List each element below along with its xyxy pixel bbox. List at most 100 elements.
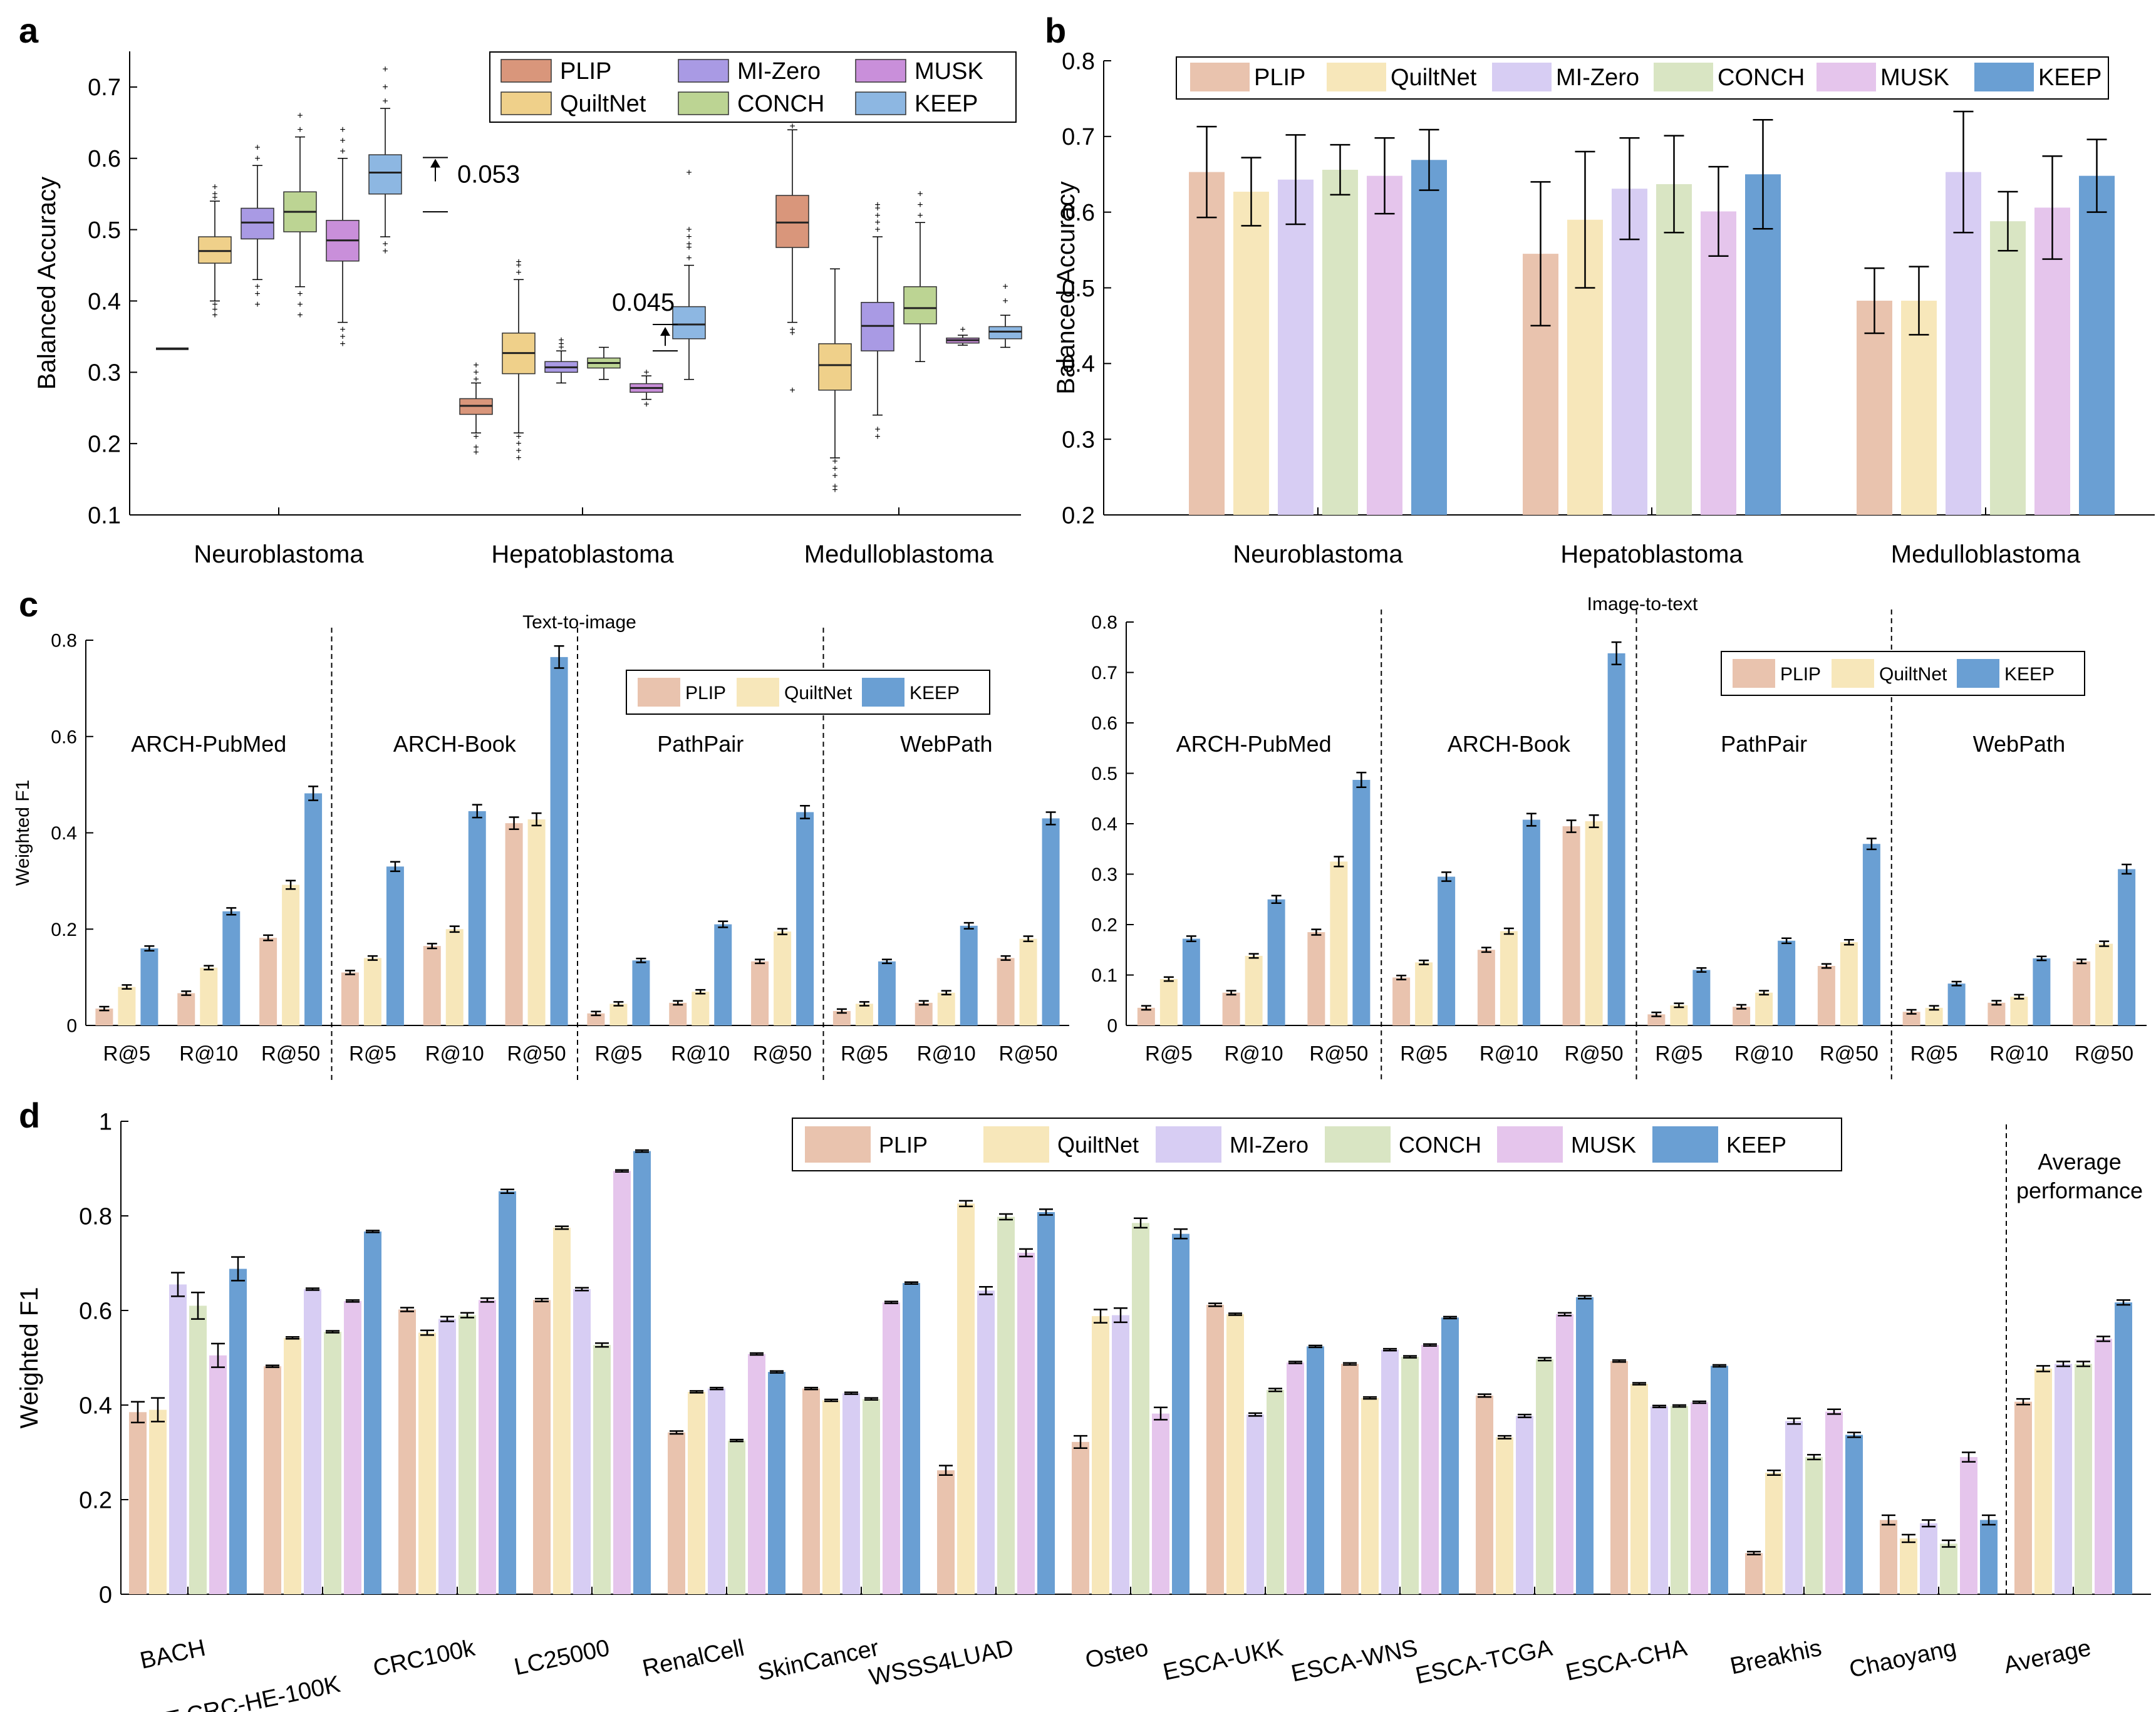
bar-keep-4 (768, 1372, 785, 1594)
x-tick-label-esca-wns: ESCA-WNS (1289, 1635, 1420, 1688)
outlier-point: + (516, 257, 521, 267)
outlier-point: + (473, 442, 479, 453)
bar-quiltnet-arch-book-r-10 (1500, 931, 1518, 1025)
outlier-point: + (473, 447, 479, 458)
outlier-point: + (1002, 282, 1008, 293)
bar-quiltnet-pathpair-r-10 (692, 992, 710, 1025)
bar-keep-webpath-r-10 (960, 925, 978, 1025)
bar-conch-13 (1940, 1543, 1957, 1594)
outlier-point: + (686, 225, 692, 236)
box-quiltnet-neuroblastoma: ++++++ (198, 182, 232, 321)
legend-frame (489, 51, 1017, 123)
group-label-pathpair: PathPair (1721, 731, 1807, 757)
outlier-point: + (254, 143, 260, 153)
outlier-point: + (212, 182, 217, 192)
outlier-point: + (832, 464, 837, 474)
outlier-point: + (254, 289, 260, 299)
legend-label-mi-zero: MI-Zero (1556, 65, 1639, 91)
y-tick-label: 0.6 (1062, 200, 1095, 226)
bar-plip-pathpair-r-50 (751, 961, 769, 1025)
box-iqr (198, 236, 232, 264)
box-quiltnet-medulloblastoma: +++++ (818, 268, 852, 495)
bar-keep-pathpair-r-10 (1778, 940, 1796, 1025)
y-axis-label: Balanced Accuracy (33, 177, 61, 390)
legend-label-keep: KEEP (915, 91, 978, 117)
bar-plip-pathpair-r-50 (1817, 966, 1835, 1025)
x-tick-label-crc100k: CRC100k (371, 1635, 478, 1683)
outlier-point: + (212, 304, 217, 315)
outlier-point: + (874, 432, 880, 442)
bar-keep-arch-pubmed-r-50 (1352, 779, 1371, 1025)
x-tick-label-esca-tcga: ESCA-TCGA (1413, 1635, 1555, 1689)
legend-swatch-mi-zero (1492, 63, 1552, 91)
group-label-webpath: WebPath (900, 731, 992, 757)
bar-quiltnet-6 (957, 1203, 975, 1594)
bar-musk-5 (883, 1302, 900, 1594)
y-tick-label: 0.5 (1062, 276, 1095, 302)
outlier-point: + (686, 242, 692, 253)
legend-label-quiltnet: QuiltNet (1391, 65, 1477, 91)
y-tick-label: 0 (1107, 1016, 1117, 1037)
x-tick-label: R@5 (1910, 1042, 1958, 1065)
bar-quiltnet-pathpair-r-5 (1670, 1005, 1688, 1025)
y-tick-label: 0.3 (1091, 864, 1117, 885)
bar-keep-arch-pubmed-r-10 (222, 911, 241, 1025)
legend-label-keep: KEEP (1726, 1132, 1786, 1158)
x-tick-label: R@10 (1734, 1042, 1793, 1065)
bar-plip-arch-book-r-5 (341, 972, 359, 1025)
outlier-point: + (297, 125, 303, 135)
panel-letter-c: c (19, 584, 38, 624)
bar-plip-arch-pubmed-r-10 (1222, 992, 1240, 1025)
y-tick-label: 0.7 (1091, 663, 1117, 683)
bar-conch-3 (593, 1345, 611, 1594)
x-tick-label-bach: BACH (138, 1635, 208, 1674)
bar-plip-10 (1476, 1395, 1493, 1594)
bar-quiltnet-9 (1361, 1398, 1379, 1594)
bar-quiltnet-pathpair-r-50 (1840, 942, 1858, 1025)
legend-label-plip: PLIP (1780, 664, 1821, 685)
x-tick-label-chaoyang: Chaoyang (1847, 1635, 1959, 1683)
outlier-point: + (297, 110, 303, 121)
legend-frame (1721, 651, 2085, 696)
bar-keep-pathpair-r-50 (796, 812, 814, 1025)
y-tick-label: 0.2 (51, 920, 77, 940)
bar-mi-zero-7 (1112, 1315, 1129, 1594)
bar-conch-5 (863, 1399, 880, 1594)
outlier-point: + (789, 324, 795, 335)
bar-keep-10 (1576, 1297, 1594, 1594)
y-axis-label: Balanced Accuracy (1052, 181, 1080, 394)
bar-mi-zero-1 (1612, 189, 1647, 515)
y-tick-label: 0.2 (1062, 502, 1095, 529)
annotation-arrow-head (660, 327, 670, 336)
bar-mi-zero-3 (573, 1289, 591, 1594)
x-tick-label: R@5 (841, 1042, 888, 1065)
y-tick-label: 0.3 (88, 360, 121, 386)
outlier-point: + (297, 310, 303, 321)
y-tick-label: 0.6 (51, 727, 77, 747)
bar-plip-webpath-r-5 (1902, 1012, 1920, 1025)
bar-quiltnet-arch-book-r-10 (445, 929, 464, 1025)
bar-musk-1 (344, 1300, 361, 1594)
x-tick-label: R@50 (999, 1042, 1058, 1065)
bar-plip-5 (802, 1388, 820, 1594)
bar-quiltnet-11 (1630, 1384, 1648, 1594)
bar-keep-11 (1711, 1366, 1728, 1594)
bar-quiltnet-webpath-r-50 (2095, 943, 2113, 1025)
bar-conch-9 (1401, 1356, 1419, 1594)
outlier-point: + (254, 282, 260, 293)
legend-swatch-musk (855, 59, 906, 83)
annotation-line-1: Average (2038, 1149, 2121, 1175)
bar-keep-arch-book-r-10 (1522, 819, 1540, 1025)
panel-b-bar-chart: 0.2 0.3 0.4 0.5 0.6 0.7 0.8 Balanced Accuracy Ne… (1052, 48, 2155, 568)
box-conch-medulloblastoma: +++ (903, 189, 937, 362)
outlier-point: + (516, 446, 521, 457)
bar-keep-3 (633, 1151, 651, 1594)
box-keep-medulloblastoma: ++ (988, 282, 1022, 348)
y-tick-label: 0.3 (1062, 427, 1095, 453)
legend-label-mi-zero: MI-Zero (737, 58, 821, 85)
bar-quiltnet-arch-pubmed-r-10 (200, 967, 218, 1025)
legend-label-keep: KEEP (910, 683, 960, 703)
x-tick-label: R@50 (1565, 1042, 1624, 1065)
panel-letter-b: b (1045, 11, 1066, 50)
outlier-point: + (473, 367, 479, 378)
